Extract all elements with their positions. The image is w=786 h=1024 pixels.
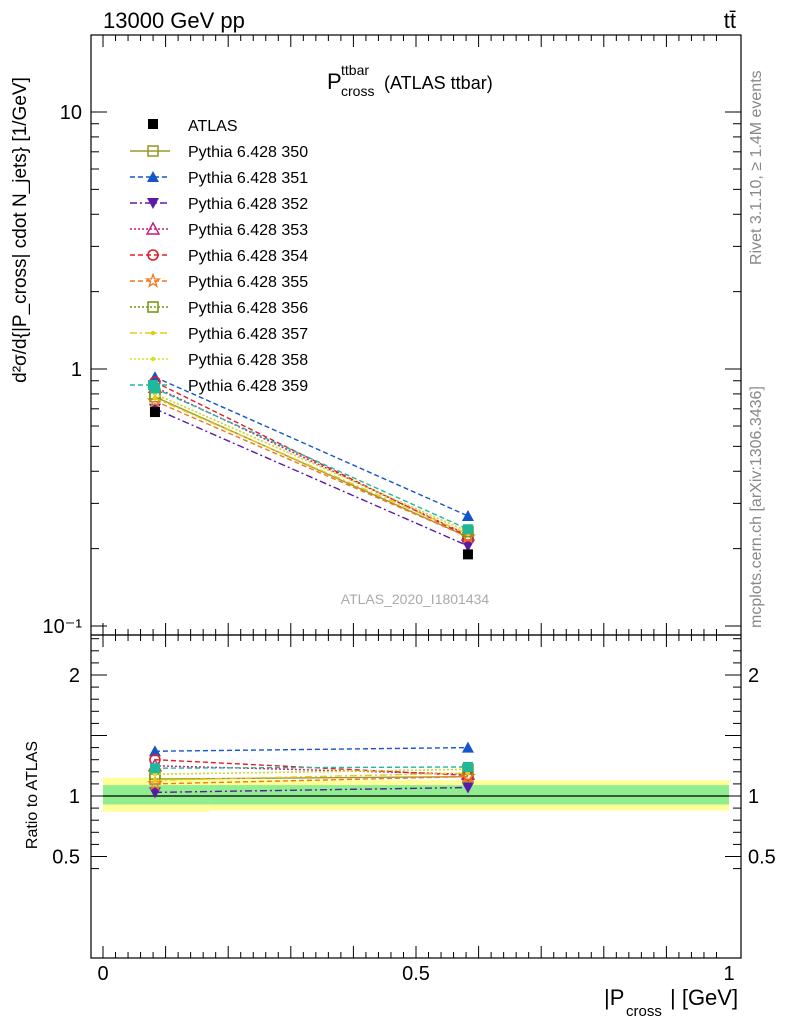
ratio-y-tick-label-right: 0.5: [748, 847, 776, 869]
legend-label: Pythia 6.428 354: [188, 248, 308, 265]
ratio-y-tick-label: 1: [69, 786, 80, 808]
xlabel-sub: cross: [626, 1003, 662, 1020]
legend-marker: [148, 119, 158, 129]
y-tick-label: 10⁻¹: [43, 616, 83, 638]
ratio-series-line: [154, 765, 468, 775]
ratio-series-line: [154, 746, 468, 752]
title-suffix: (ATLAS ttbar): [384, 73, 493, 93]
legend-label: Pythia 6.428 358: [188, 352, 308, 369]
plot-title: P ttbar cross (ATLAS ttbar): [327, 62, 493, 99]
legend-marker: [145, 221, 161, 235]
title-main: P: [327, 69, 342, 94]
xlabel-suffix: | [GeV]: [670, 985, 738, 1010]
legend: ATLAS Pythia 6.428 350 Pythia 6.428 351 Pyt…: [130, 118, 308, 395]
ratio-series-point: [461, 782, 474, 794]
ratio-series-point: [462, 761, 473, 772]
main-plot-panel: 10⁻¹ 1 10: [43, 34, 742, 958]
ratio-series-line: [154, 786, 468, 794]
y-tick-label: 10: [60, 102, 82, 124]
legend-marker: [147, 249, 159, 261]
series-point: [461, 509, 474, 521]
legend-marker: [147, 171, 159, 182]
data-point: [149, 407, 160, 418]
series-line: [154, 381, 469, 538]
ratio-series-point: [148, 745, 161, 757]
final-state-label: tt̄: [724, 8, 736, 33]
main-ylabel-text: d²σ/d{|P_cross| cdot N_jets} [1/GeV]: [10, 77, 31, 383]
ratio-series-line: [154, 775, 468, 780]
y-tick-label: 1: [71, 359, 82, 381]
title-sub: cross: [341, 83, 374, 99]
series-point: [461, 540, 474, 552]
ratio-series-point: [148, 787, 161, 799]
legend-label: Pythia 6.428 357: [188, 326, 308, 343]
x-axis-label: |P cross | [GeV]: [604, 985, 738, 1020]
ratio-y-tick-label: 2: [69, 665, 80, 687]
legend-label: Pythia 6.428 359: [188, 378, 308, 395]
legend-label: Pythia 6.428 356: [188, 300, 308, 317]
ratio-series-line: [154, 772, 468, 781]
data-point: [462, 549, 473, 560]
legend-marker: [150, 330, 156, 336]
legend-label: Pythia 6.428 351: [188, 170, 308, 187]
series-point: [152, 395, 158, 401]
mcplots-label: mcplots.cern.ch [arXiv:1306.3436]: [748, 386, 765, 628]
legend-marker: [147, 198, 159, 209]
series-point: [462, 524, 473, 535]
ratio-series-point: [146, 775, 163, 791]
process-label: 13000 GeV pp: [103, 8, 245, 33]
x-tick-label: 1: [723, 963, 734, 985]
title-sup: ttbar: [341, 62, 369, 78]
series-line: [154, 397, 469, 535]
ratio-series-line: [154, 775, 468, 785]
legend-label: Pythia 6.428 352: [188, 196, 308, 213]
legend-label: Pythia 6.428 353: [188, 222, 308, 239]
legend-marker: [150, 356, 156, 362]
series-line: [154, 400, 469, 538]
series-line: [154, 376, 469, 517]
legend-marker: [148, 380, 158, 390]
legend-marker: [147, 145, 159, 157]
series-line: [154, 408, 469, 547]
ratio-series-line: [154, 766, 468, 769]
ratio-series-point: [152, 778, 158, 783]
ratio-y-axis-label: Ratio to ATLAS: [24, 741, 41, 849]
ratio-y-tick-label-right: 2: [748, 665, 759, 687]
x-tick-label: 0.5: [402, 963, 430, 985]
rivet-label: Rivet 3.1.10, ≥ 1.4M events: [748, 70, 765, 265]
series-line: [154, 393, 469, 533]
x-tick-label: 0: [97, 963, 108, 985]
legend-marker: [144, 272, 162, 288]
ratio-plot-panel: 0 0.5 1 0.5 0.5 1 1 2 2: [52, 634, 776, 985]
legend-label: Pythia 6.428 355: [188, 274, 308, 291]
ratio-y-tick-label-right: 1: [748, 786, 759, 808]
legend-label: ATLAS: [188, 118, 238, 135]
ratio-series-point: [461, 741, 474, 753]
main-y-axis-label: d²σ/d{|P_cross| cdot N_jets} [1/GeV]: [10, 77, 31, 383]
ratio-y-tick-label: 0.5: [52, 847, 80, 869]
series-line: [154, 393, 469, 533]
ratio-series-line: [154, 768, 468, 775]
xlabel-main: |P: [604, 985, 624, 1010]
legend-label: Pythia 6.428 350: [188, 144, 308, 161]
ratio-series-point: [149, 763, 160, 774]
legend-marker: [147, 301, 159, 313]
series-line: [154, 387, 469, 530]
watermark: ATLAS_2020_I1801434: [341, 591, 490, 607]
